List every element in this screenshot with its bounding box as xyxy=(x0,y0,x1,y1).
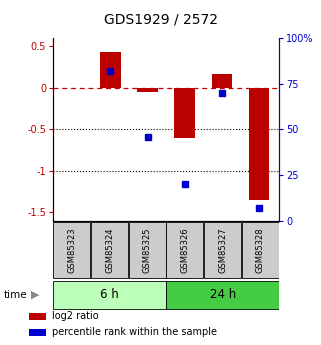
Text: GSM85326: GSM85326 xyxy=(180,227,189,273)
Bar xyxy=(137,88,158,92)
Bar xyxy=(29,329,46,336)
Text: time: time xyxy=(3,290,27,300)
Text: GSM85327: GSM85327 xyxy=(218,227,227,273)
Bar xyxy=(167,222,204,278)
Bar xyxy=(53,281,166,309)
Bar xyxy=(167,281,279,309)
Text: GSM85328: GSM85328 xyxy=(256,227,265,273)
Bar xyxy=(212,74,232,88)
Bar xyxy=(129,222,166,278)
Bar xyxy=(100,52,121,88)
Bar xyxy=(175,88,195,138)
Text: 6 h: 6 h xyxy=(100,288,119,302)
Bar xyxy=(91,222,128,278)
Text: GSM85325: GSM85325 xyxy=(143,227,152,273)
Text: GSM85323: GSM85323 xyxy=(67,227,76,273)
Bar xyxy=(204,222,241,278)
Bar xyxy=(249,88,269,200)
Text: GDS1929 / 2572: GDS1929 / 2572 xyxy=(103,12,218,26)
Text: log2 ratio: log2 ratio xyxy=(52,311,98,321)
Bar xyxy=(29,313,46,319)
Text: 24 h: 24 h xyxy=(210,288,236,302)
Text: percentile rank within the sample: percentile rank within the sample xyxy=(52,327,217,337)
Text: GSM85324: GSM85324 xyxy=(105,227,114,273)
Text: ▶: ▶ xyxy=(31,290,39,300)
Bar xyxy=(242,222,279,278)
Bar xyxy=(53,222,90,278)
